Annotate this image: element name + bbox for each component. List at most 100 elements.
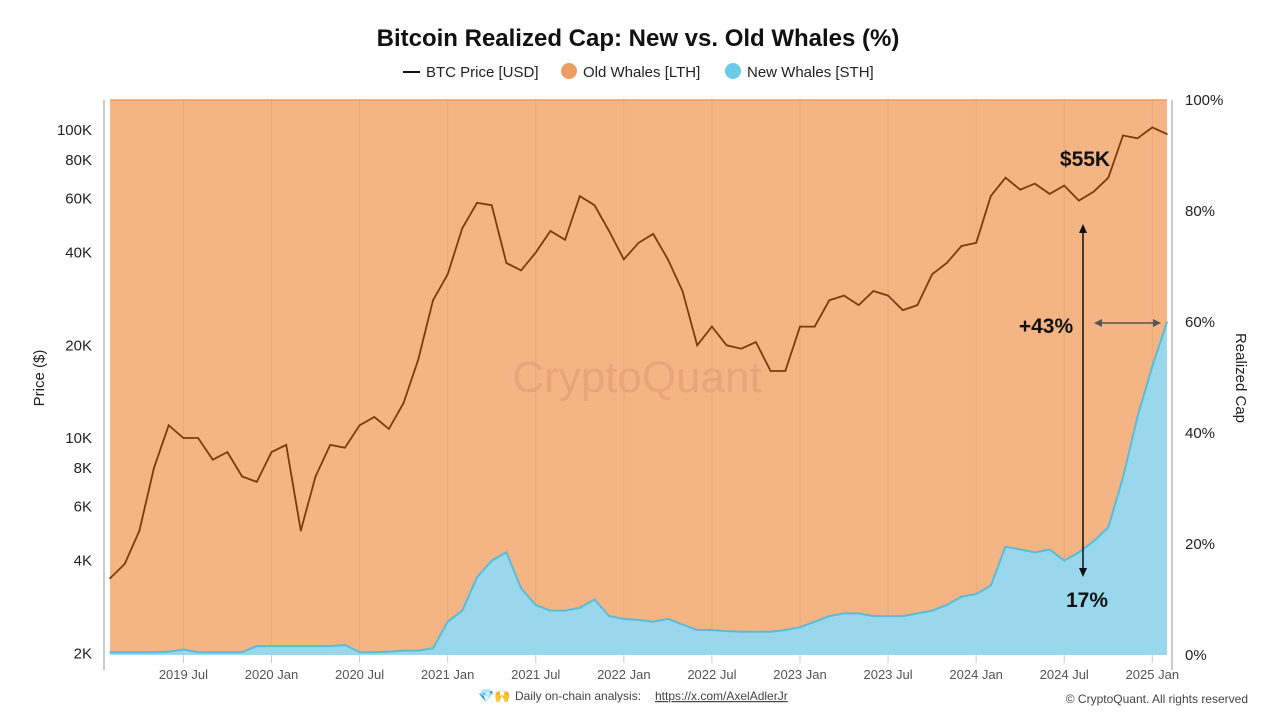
sth-point bbox=[901, 615, 904, 617]
price-point bbox=[329, 444, 332, 446]
y-left-tick-label: 100K bbox=[57, 122, 92, 139]
price-point bbox=[1004, 176, 1007, 179]
sth-point bbox=[520, 587, 522, 590]
price-point bbox=[901, 309, 904, 311]
price-point bbox=[153, 467, 155, 469]
legend-lth-label[interactable]: Old Whales [LTH] bbox=[583, 64, 700, 81]
price-point bbox=[990, 195, 992, 197]
sth-point bbox=[285, 645, 287, 647]
x-tick-label: 2024 Jul bbox=[1040, 667, 1089, 682]
sth-point bbox=[549, 609, 552, 612]
footer-link[interactable]: https://x.com/AxelAdlerJr bbox=[655, 689, 788, 703]
price-point bbox=[769, 370, 772, 372]
annotation-change: +43% bbox=[1019, 315, 1074, 338]
price-point bbox=[1078, 199, 1080, 202]
sth-point bbox=[1048, 548, 1051, 551]
sth-point bbox=[461, 609, 464, 612]
sth-point bbox=[887, 615, 889, 617]
y-right-tick-label: 60% bbox=[1185, 314, 1215, 331]
price-point bbox=[1107, 176, 1110, 179]
price-point bbox=[1092, 191, 1095, 193]
sth-point bbox=[564, 609, 566, 612]
sth-point bbox=[1107, 526, 1110, 529]
chart-title: Bitcoin Realized Cap: New vs. Old Whales… bbox=[377, 25, 900, 52]
sth-point bbox=[505, 551, 508, 554]
price-point bbox=[564, 239, 566, 241]
price-point bbox=[637, 242, 640, 244]
price-point bbox=[931, 273, 933, 276]
y-left-tick-label: 40K bbox=[65, 245, 92, 262]
price-point bbox=[799, 325, 801, 328]
sth-point bbox=[300, 645, 302, 647]
price-point bbox=[402, 402, 405, 404]
sth-point bbox=[241, 651, 243, 654]
new-whales-area bbox=[110, 322, 1167, 655]
y-left-tick-label: 4K bbox=[74, 553, 92, 570]
price-point bbox=[344, 446, 346, 449]
price-point bbox=[608, 230, 610, 232]
price-point bbox=[578, 195, 581, 197]
sth-point bbox=[696, 629, 699, 631]
price-point bbox=[1019, 188, 1021, 191]
price-point bbox=[461, 227, 464, 229]
sth-point bbox=[138, 651, 141, 654]
sth-point bbox=[681, 623, 684, 626]
price-point bbox=[241, 475, 243, 478]
sth-point bbox=[828, 615, 831, 617]
sth-point bbox=[843, 612, 845, 615]
y-left-tick-label: 20K bbox=[65, 337, 92, 354]
sth-point bbox=[490, 559, 493, 562]
sth-point bbox=[1151, 365, 1154, 368]
price-point bbox=[696, 344, 699, 347]
y-right-tick-label: 80% bbox=[1185, 203, 1215, 220]
old-whales-area bbox=[110, 100, 1167, 655]
x-tick-label: 2023 Jul bbox=[863, 667, 912, 682]
sth-point bbox=[608, 615, 610, 617]
sth-point bbox=[652, 620, 654, 623]
y-right-tick-label: 100% bbox=[1185, 92, 1223, 109]
price-point bbox=[476, 202, 478, 204]
sth-point bbox=[211, 651, 214, 654]
sth-point bbox=[931, 609, 933, 612]
price-point bbox=[740, 347, 743, 350]
price-point bbox=[960, 245, 963, 247]
price-point bbox=[975, 242, 977, 244]
price-point bbox=[1063, 184, 1066, 187]
sth-point bbox=[476, 576, 478, 579]
x-tick-label: 2022 Jul bbox=[687, 667, 736, 682]
y-left-tick-label: 10K bbox=[65, 430, 92, 447]
price-point bbox=[432, 299, 434, 302]
price-point bbox=[1048, 193, 1051, 195]
sth-point bbox=[329, 645, 332, 647]
x-tick-label: 2024 Jan bbox=[949, 667, 1003, 682]
price-point bbox=[256, 481, 258, 483]
price-point bbox=[784, 370, 787, 372]
price-point bbox=[270, 451, 273, 453]
legend-price-label[interactable]: BTC Price [USD] bbox=[426, 64, 539, 81]
annotations: $55K +43% 17% bbox=[1019, 148, 1161, 612]
price-point bbox=[211, 458, 214, 461]
y-left-tick-label: 80K bbox=[65, 152, 92, 169]
price-point bbox=[226, 451, 229, 453]
price-point bbox=[813, 325, 816, 328]
price-point bbox=[417, 358, 420, 361]
x-tick-label: 2025 Jan bbox=[1126, 667, 1180, 682]
y-left-tick-label: 6K bbox=[74, 498, 92, 515]
price-point bbox=[1136, 137, 1139, 140]
sth-point bbox=[1078, 551, 1080, 554]
x-tick-label: 2023 Jan bbox=[773, 667, 827, 682]
x-tick-label: 2020 Jan bbox=[245, 667, 299, 682]
y-right-tick-label: 20% bbox=[1185, 536, 1215, 553]
price-point bbox=[314, 475, 317, 478]
sth-point bbox=[990, 584, 992, 587]
legend-sth-label[interactable]: New Whales [STH] bbox=[747, 64, 874, 81]
sth-point bbox=[226, 651, 229, 654]
sth-point bbox=[153, 651, 155, 654]
sth-point bbox=[769, 630, 772, 633]
watermark: CryptoQuant bbox=[512, 353, 761, 402]
price-point bbox=[755, 341, 757, 343]
sth-point bbox=[109, 651, 111, 654]
sth-point bbox=[667, 618, 669, 620]
sth-point bbox=[755, 630, 757, 633]
price-point bbox=[828, 299, 831, 302]
